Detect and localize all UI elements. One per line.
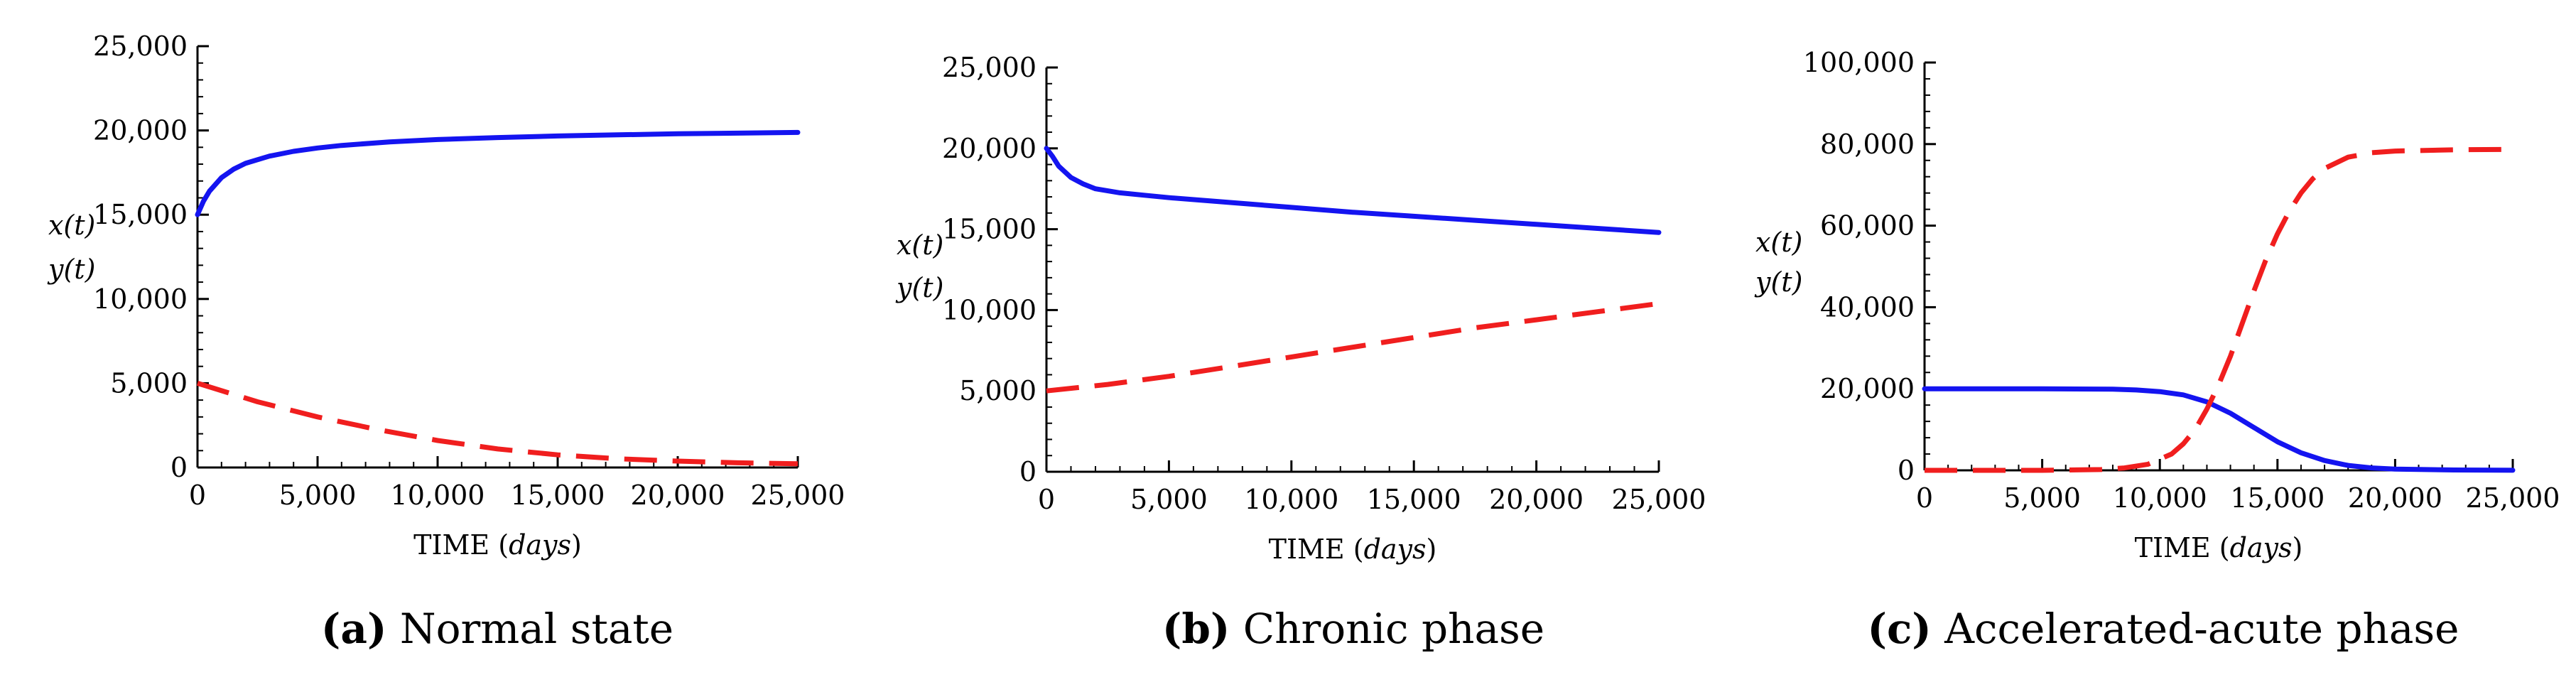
- x-tick-label: 20,000: [631, 480, 725, 511]
- y-tick-label: 10,000: [93, 283, 188, 315]
- x-axis-title: TIME (days): [2135, 532, 2303, 563]
- x-tick-label: 0: [189, 480, 206, 511]
- series-line-y: [196, 381, 799, 467]
- y-tick-label: 100,000: [1803, 47, 1915, 78]
- x-tick-label: 20,000: [2348, 482, 2442, 514]
- y-tick-label: 40,000: [1820, 291, 1915, 323]
- y-tick-label: 60,000: [1820, 210, 1915, 242]
- x-tick-label: 10,000: [2113, 482, 2207, 514]
- x-tick-label: 5,000: [2003, 482, 2081, 514]
- x-tick-label: 25,000: [751, 480, 845, 511]
- x-axis-title-unit: days: [509, 529, 571, 561]
- y-tick-label: 5,000: [110, 367, 188, 399]
- panel-caption: (a) Normal state: [321, 605, 673, 653]
- y-tick-label: 5,000: [959, 375, 1037, 406]
- x-tick-label: 10,000: [391, 480, 485, 511]
- panel-caption-text: Chronic phase: [1230, 605, 1544, 653]
- chart-panel-0: 0 5,000 10,000 15,000 20,000 25,000 0 5,000 10,0…: [47, 31, 845, 653]
- y-tick-label: 15,000: [942, 214, 1037, 245]
- x-tick-label: 25,000: [1612, 484, 1706, 515]
- y-tick-label: 0: [1898, 455, 1915, 486]
- panel-caption-label: (a): [321, 605, 386, 653]
- y-tick-label: 20,000: [942, 133, 1037, 164]
- panel-caption: (c) Accelerated-acute phase: [1868, 605, 2459, 653]
- y-axis-title-y: y(t): [47, 254, 95, 285]
- series-line-y: [1925, 146, 2513, 473]
- x-axis-title-main: TIME (: [413, 529, 509, 561]
- x-axis-title-unit: days: [2230, 532, 2293, 563]
- x-tick-label: 0: [1038, 484, 1055, 515]
- y-tick-label: 25,000: [942, 52, 1037, 83]
- x-axis-title-main: TIME (: [2135, 532, 2230, 563]
- x-tick-label: 5,000: [1130, 484, 1208, 515]
- y-tick-label: 15,000: [93, 199, 188, 230]
- panel-caption-text: Normal state: [386, 605, 673, 653]
- x-tick-label: 15,000: [511, 480, 605, 511]
- y-tick-label: 20,000: [1820, 373, 1915, 404]
- panel-caption-label: (b): [1162, 605, 1230, 653]
- y-tick-label: 10,000: [942, 294, 1037, 325]
- panel-caption-text: Accelerated-acute phase: [1932, 605, 2459, 653]
- y-tick-label: 0: [171, 452, 188, 483]
- x-axis-title-close: ): [571, 529, 582, 561]
- panel-caption-label: (c): [1868, 605, 1932, 653]
- y-tick-label: 80,000: [1820, 129, 1915, 160]
- y-tick-label: 25,000: [93, 31, 188, 62]
- panel-caption: (b) Chronic phase: [1162, 605, 1544, 653]
- x-axis-title: TIME (days): [1269, 534, 1437, 565]
- y-tick-label: 0: [1019, 456, 1037, 487]
- x-tick-label: 15,000: [1367, 484, 1461, 515]
- x-axis-title-close: ): [1427, 534, 1437, 565]
- x-tick-label: 0: [1916, 482, 1933, 514]
- x-tick-label: 10,000: [1244, 484, 1338, 515]
- series-line-y: [1046, 301, 1660, 394]
- x-axis-title-close: ): [2293, 532, 2303, 563]
- chart-panel-2: 0 5,000 10,000 15,000 20,000 25,000 0 20,000 40,…: [1754, 47, 2560, 653]
- x-tick-label: 20,000: [1489, 484, 1584, 515]
- chart-panel-1: 0 5,000 10,000 15,000 20,000 25,000 0 5,000 10,0…: [895, 52, 1706, 653]
- y-axis-title-y: y(t): [1754, 266, 1802, 298]
- y-tick-label: 20,000: [93, 115, 188, 146]
- series-line-x: [1922, 386, 2516, 473]
- x-axis-title-unit: days: [1364, 534, 1427, 565]
- series-line-x: [1044, 146, 1662, 235]
- x-axis-title: TIME (days): [413, 529, 582, 561]
- x-axis-title-main: TIME (: [1269, 534, 1364, 565]
- y-axis-title-y: y(t): [895, 272, 943, 303]
- y-axis-title-x: x(t): [48, 210, 95, 241]
- x-tick-label: 15,000: [2230, 482, 2325, 514]
- y-axis-title-x: x(t): [897, 229, 943, 261]
- x-tick-label: 25,000: [2466, 482, 2560, 514]
- series-line-x: [195, 129, 801, 217]
- x-tick-label: 5,000: [279, 480, 357, 511]
- y-axis-title-x: x(t): [1755, 227, 1802, 258]
